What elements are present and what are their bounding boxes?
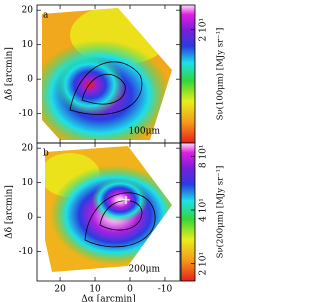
colorbar-label: Sν(100μm) [MJy sr⁻¹] bbox=[215, 28, 226, 121]
y-tick-label: -10 bbox=[19, 247, 34, 257]
panel-label: b bbox=[43, 149, 49, 159]
colorbar-label: Sν(200μm) [MJy sr⁻¹] bbox=[215, 166, 226, 259]
colorbar-tick-label: 2 10¹ bbox=[199, 18, 209, 42]
y-axis-label: Δδ [arcmin] bbox=[5, 47, 15, 101]
y-tick-label: 10 bbox=[22, 40, 34, 50]
annotation: 100μm bbox=[128, 127, 160, 137]
colorbar bbox=[180, 142, 196, 282]
plot-frame bbox=[36, 142, 181, 282]
y-tick-label: 20 bbox=[22, 144, 34, 154]
y-tick-label: 0 bbox=[27, 75, 33, 85]
colorbar-tick-label: 8 10¹ bbox=[199, 144, 209, 168]
x-tick-label: 10 bbox=[89, 285, 101, 295]
y-tick-label: 10 bbox=[22, 178, 34, 188]
map-b bbox=[45, 146, 172, 272]
colorbar bbox=[180, 4, 196, 144]
panel-label: a bbox=[43, 11, 49, 21]
x-tick-label: 20 bbox=[54, 285, 66, 295]
y-tick-label: 20 bbox=[22, 6, 34, 16]
figure: -10 0 10 20 Δδ [arcmin] a 100μm 2 10¹ Sν(100μm) … bbox=[5, 4, 226, 302]
x-tick-label: -10 bbox=[158, 285, 173, 295]
x-tick-label: 0 bbox=[127, 285, 133, 295]
y-tick-label: -10 bbox=[19, 109, 34, 119]
x-axis-label: Δα [arcmin] bbox=[81, 295, 135, 302]
annotation: 200μm bbox=[128, 265, 160, 275]
colorbar-tick-label: 4 10¹ bbox=[199, 198, 209, 222]
colorbar-tick-label: 2 10¹ bbox=[199, 252, 209, 276]
y-tick-label: 0 bbox=[27, 213, 33, 223]
y-axis-label: Δδ [arcmin] bbox=[5, 185, 15, 239]
